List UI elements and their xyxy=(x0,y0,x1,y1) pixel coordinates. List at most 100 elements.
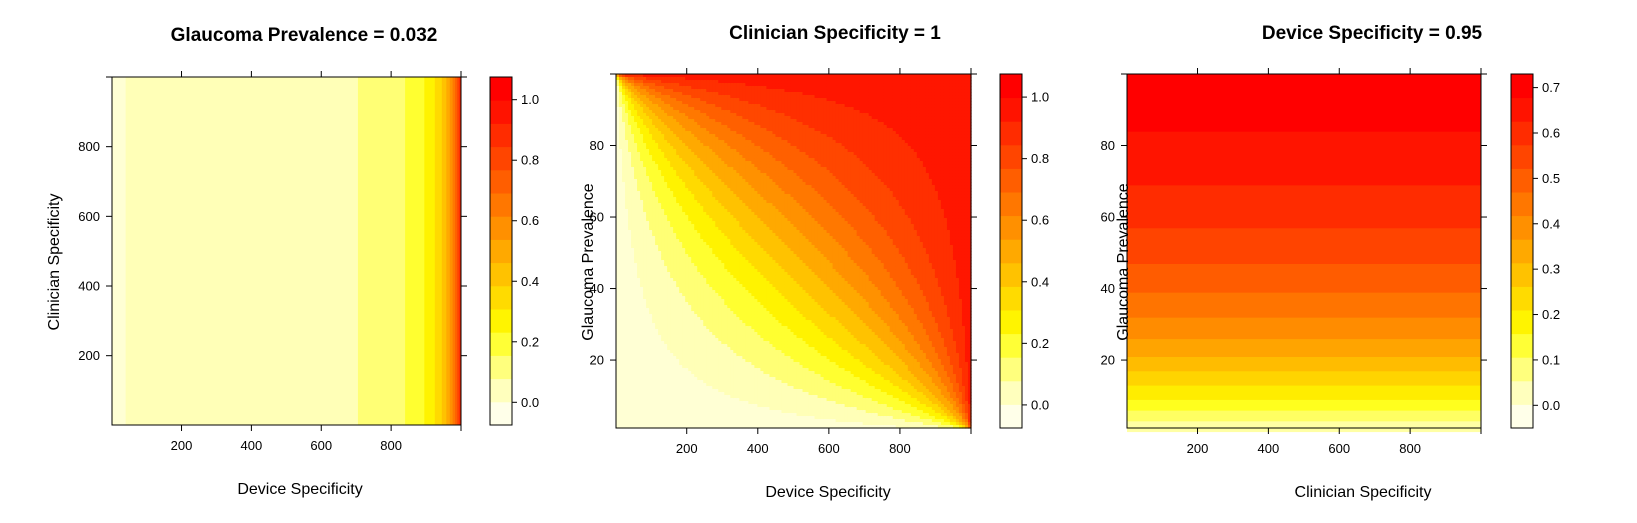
contour-band xyxy=(112,77,127,425)
contour-cell xyxy=(643,287,647,291)
contour-cell xyxy=(676,245,680,249)
contour-cell xyxy=(631,149,635,153)
contour-cell xyxy=(652,314,656,318)
contour-cell xyxy=(673,77,677,81)
contour-cell xyxy=(625,356,629,360)
contour-cell xyxy=(616,167,620,171)
contour-cell xyxy=(673,161,677,165)
contour-cell xyxy=(691,191,695,195)
contour-cell xyxy=(625,140,629,144)
contour-cell xyxy=(685,161,689,165)
contour-cell xyxy=(652,389,656,393)
contour-cell xyxy=(646,287,650,291)
contour-cell xyxy=(646,200,650,204)
contour-cell xyxy=(679,299,683,303)
contour-cell xyxy=(619,290,623,294)
contour-cell xyxy=(658,185,662,189)
contour-cell xyxy=(628,380,632,384)
contour-cell xyxy=(643,122,647,126)
contour-cell xyxy=(667,401,671,405)
contour-cell xyxy=(679,275,683,279)
contour-cell xyxy=(652,101,656,105)
contour-cell xyxy=(622,164,626,168)
contour-cell xyxy=(670,329,674,333)
contour-cell xyxy=(646,167,650,171)
contour-cell xyxy=(703,83,707,87)
contour-cell xyxy=(703,272,707,276)
contour-cell xyxy=(661,131,665,135)
contour-cell xyxy=(664,332,668,336)
contour-cell xyxy=(619,377,623,381)
contour-cell xyxy=(646,221,650,225)
contour-cell xyxy=(646,209,650,213)
contour-cell xyxy=(625,287,629,291)
contour-cell xyxy=(667,377,671,381)
contour-cell xyxy=(631,392,635,396)
contour-cell xyxy=(688,77,692,81)
contour-cell xyxy=(664,380,668,384)
contour-cell xyxy=(658,389,662,393)
contour-cell xyxy=(640,182,644,186)
contour-cell xyxy=(700,143,704,147)
contour-cell xyxy=(652,329,656,333)
contour-cell xyxy=(706,77,710,81)
contour-cell xyxy=(661,152,665,156)
contour-cell xyxy=(628,299,632,303)
contour-cell xyxy=(628,128,632,132)
contour-cell xyxy=(661,92,665,96)
contour-cell xyxy=(646,80,650,84)
contour-cell xyxy=(694,296,698,300)
contour-cell xyxy=(694,137,698,141)
contour-cell xyxy=(670,332,674,336)
contour-cell xyxy=(685,368,689,372)
contour-cell xyxy=(643,263,647,267)
contour-cell xyxy=(670,80,674,84)
contour-cell xyxy=(694,392,698,396)
contour-cell xyxy=(655,239,659,243)
contour-cell xyxy=(640,287,644,291)
contour-cell xyxy=(694,236,698,240)
contour-cell xyxy=(688,98,692,102)
contour-cell xyxy=(685,203,689,207)
contour-cell xyxy=(697,146,701,150)
contour-cell xyxy=(664,122,668,126)
contour-cell xyxy=(685,374,689,378)
contour-cell xyxy=(703,128,707,132)
contour-cell xyxy=(664,140,668,144)
contour-cell xyxy=(694,290,698,294)
contour-cell xyxy=(700,308,704,312)
contour-cell xyxy=(616,86,620,90)
contour-cell xyxy=(631,158,635,162)
contour-cell xyxy=(703,239,707,243)
contour-cell xyxy=(655,245,659,249)
contour-cell xyxy=(637,191,641,195)
contour-cell xyxy=(700,311,704,315)
contour-cell xyxy=(673,131,677,135)
contour-cell xyxy=(619,338,623,342)
contour-cell xyxy=(703,110,707,114)
contour-cell xyxy=(652,401,656,405)
contour-cell xyxy=(688,422,692,426)
contour-cell xyxy=(670,170,674,174)
contour-cell xyxy=(616,161,620,165)
contour-cell xyxy=(682,368,686,372)
contour-cell xyxy=(679,101,683,105)
contour-cell xyxy=(619,125,623,129)
contour-cell xyxy=(625,179,629,183)
contour-cell xyxy=(700,248,704,252)
contour-cell xyxy=(619,398,623,402)
contour-cell xyxy=(658,404,662,408)
contour-cell xyxy=(685,260,689,264)
contour-cell xyxy=(691,263,695,267)
contour-cell xyxy=(634,350,638,354)
contour-cell xyxy=(628,353,632,357)
contour-cell xyxy=(703,86,707,90)
contour-cell xyxy=(661,359,665,363)
contour-cell xyxy=(619,314,623,318)
contour-cell xyxy=(637,164,641,168)
contour-cell xyxy=(694,386,698,390)
contour-cell xyxy=(664,329,668,333)
contour-cell xyxy=(673,356,677,360)
contour-cell xyxy=(688,74,692,78)
contour-cell xyxy=(631,107,635,111)
